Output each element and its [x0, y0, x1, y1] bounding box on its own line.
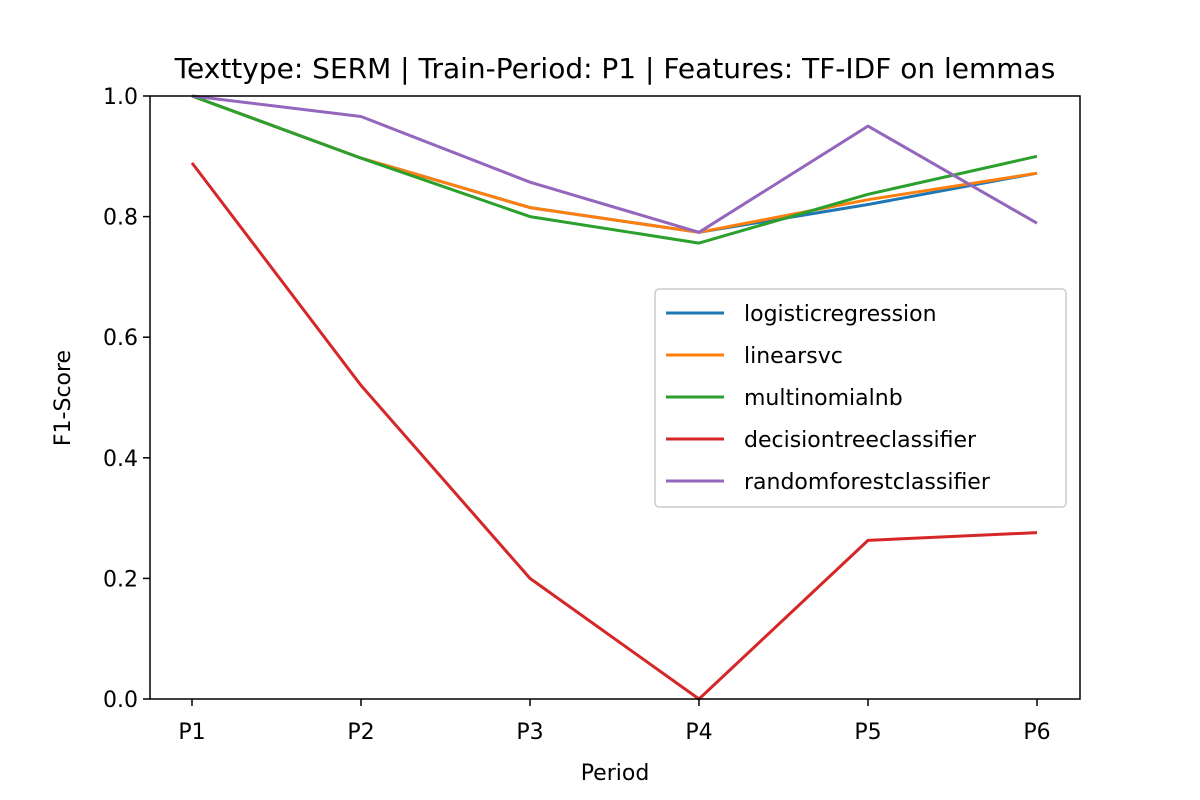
- legend-label-logisticregression: logisticregression: [744, 302, 937, 327]
- legend-entries: logisticregression linearsvc multinomialnb…: [666, 302, 991, 495]
- legend-label-multinomialnb: multinomialnb: [744, 386, 903, 411]
- x-axis-label: Period: [581, 761, 650, 786]
- x-axis-ticks: P1 P2 P3 P4 P5 P6: [178, 699, 1051, 745]
- series-line-multinomialnb: [191, 94, 1038, 245]
- x-tick-label: P1: [178, 720, 205, 745]
- x-tick-label: P4: [685, 720, 712, 745]
- y-tick-label: 1.0: [103, 85, 138, 110]
- y-tick-label: 0.8: [103, 206, 138, 231]
- legend-frame: [654, 288, 1067, 508]
- y-tick-label: 0.0: [103, 688, 138, 713]
- legend-label-decisiontreeclassifier: decisiontreeclassifier: [744, 428, 977, 453]
- x-tick-label: P5: [854, 720, 881, 745]
- series-line-decisiontreeclassifier: [190, 161, 1038, 701]
- chart-title: Texttype: SERM | Train-Period: P1 | Feat…: [174, 52, 1056, 85]
- y-tick-label: 0.4: [103, 447, 138, 472]
- y-axis-label: F1-Score: [51, 350, 76, 446]
- plot-frame: [149, 95, 1081, 700]
- legend-label-randomforestclassifier: randomforestclassifier: [744, 470, 991, 495]
- y-axis-ticks: 0.0 0.2 0.4 0.6 0.8 1.0: [103, 85, 150, 713]
- y-tick-label: 0.2: [103, 567, 138, 592]
- y-tick-label: 0.6: [103, 326, 138, 351]
- legend-label-linearsvc: linearsvc: [744, 344, 843, 369]
- x-tick-label: P3: [516, 720, 543, 745]
- legend: logisticregression linearsvc multinomialnb…: [654, 288, 1067, 508]
- x-tick-label: P2: [347, 720, 374, 745]
- x-tick-label: P6: [1023, 720, 1050, 745]
- series-line-randomforestclassifier: [191, 94, 1038, 234]
- series-layer: [190, 94, 1038, 701]
